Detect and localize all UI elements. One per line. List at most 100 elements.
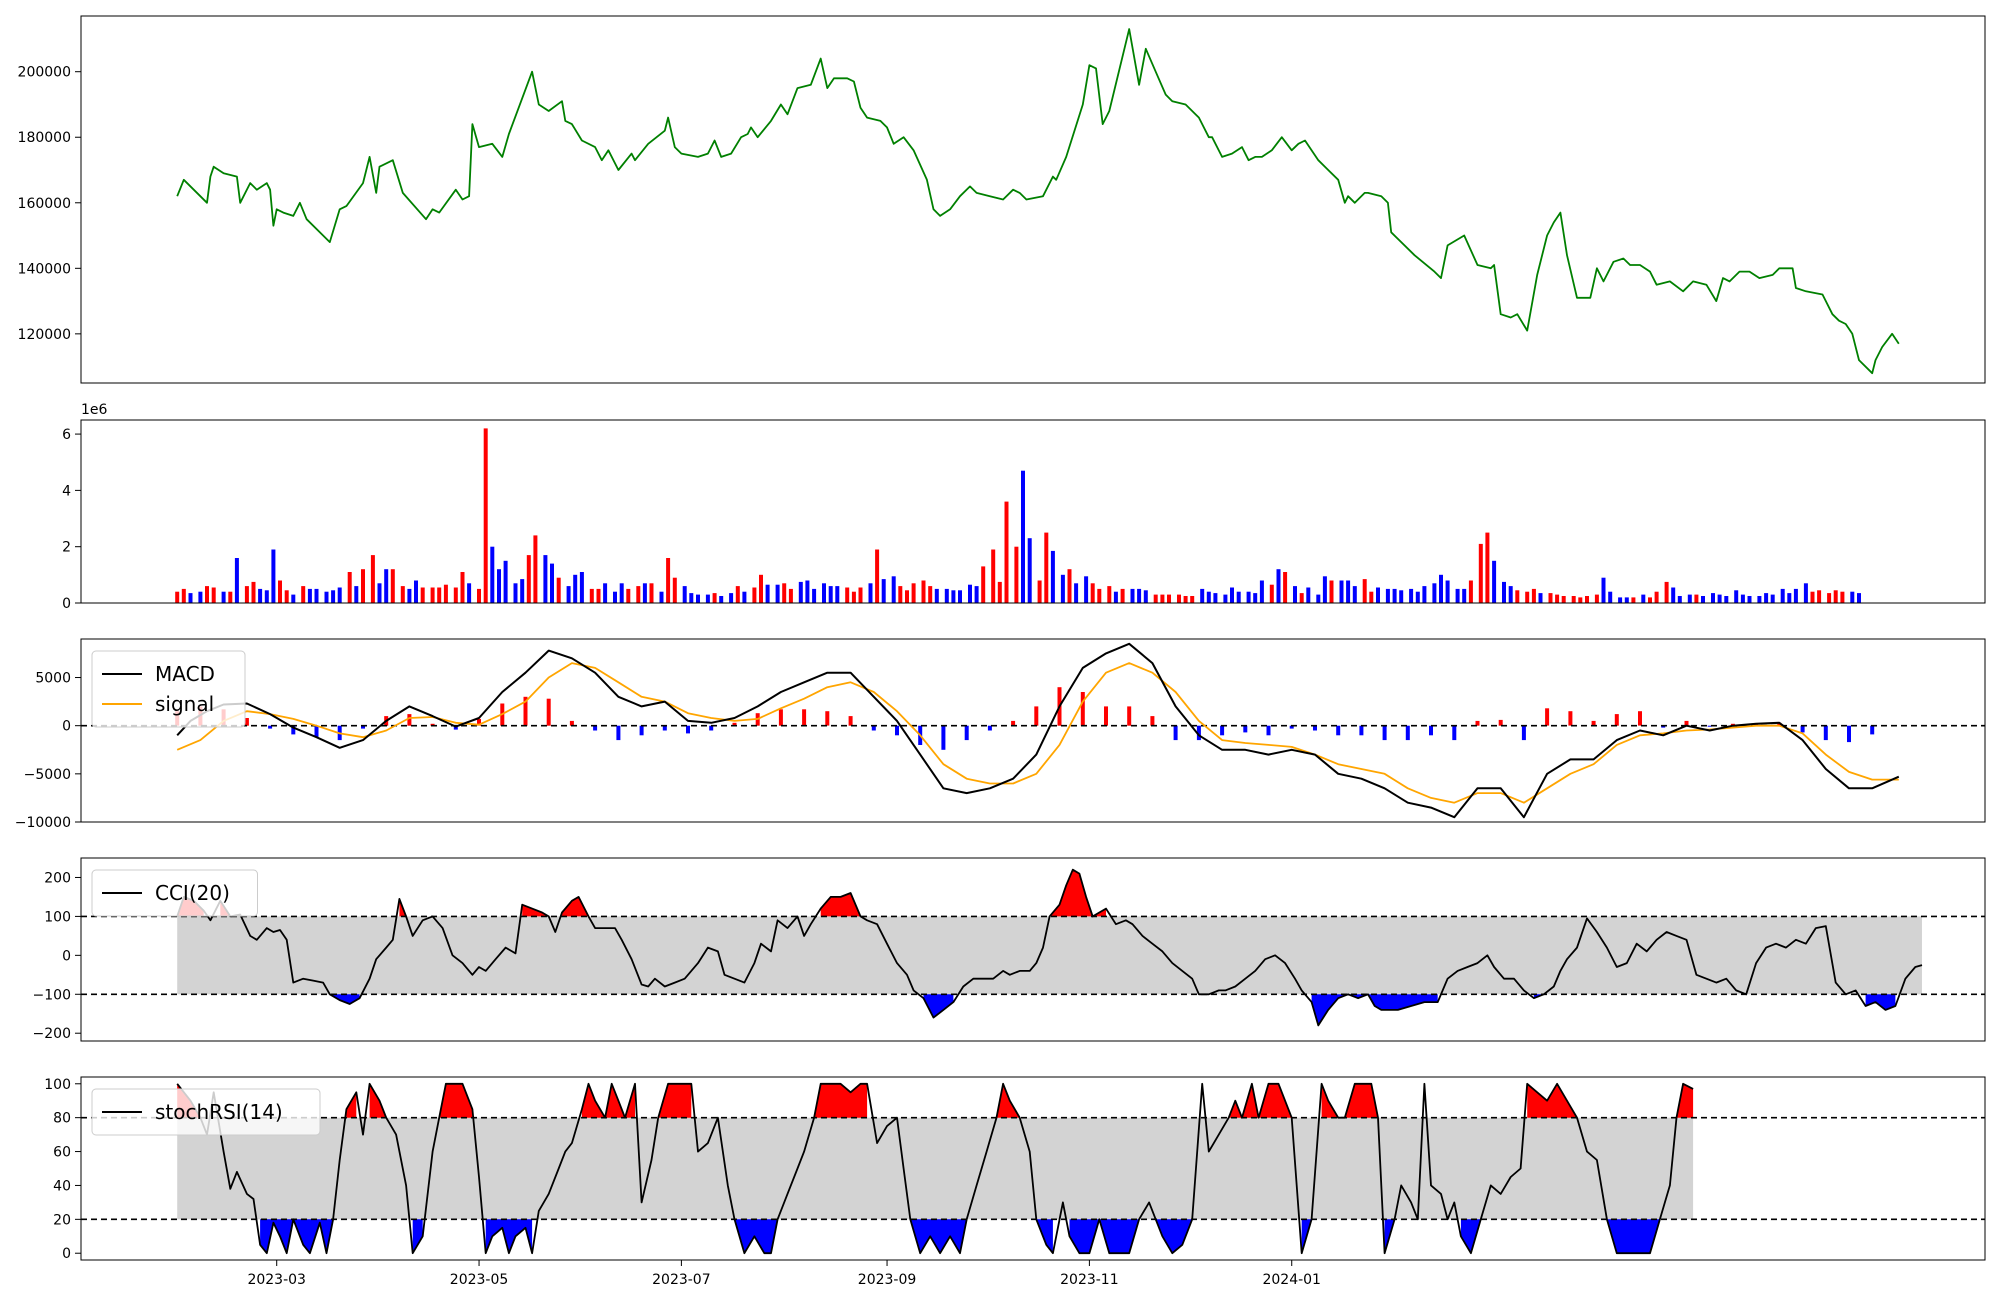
volume-bar [556, 577, 561, 603]
cci-ytick-label: −200 [33, 1026, 71, 1042]
macd-histogram-bar [1080, 692, 1085, 726]
volume-bar [835, 586, 840, 603]
volume-bar [1764, 593, 1769, 603]
volume-bar [1346, 580, 1351, 603]
volume-bar [1004, 501, 1009, 603]
volume-bar [1306, 587, 1311, 603]
macd-histogram-bar [314, 725, 319, 738]
volume-bar [1717, 594, 1722, 603]
volume-bar [301, 586, 306, 603]
volume-bar [1502, 581, 1506, 603]
volume-bar [1090, 583, 1095, 603]
volume-bar [1687, 594, 1692, 603]
macd-histogram-bar [1405, 725, 1410, 741]
volume-bar [1445, 580, 1450, 603]
volume-bar [1734, 590, 1739, 603]
macd-histogram-bar [1313, 725, 1317, 731]
stochrsi-overbought-fill [1676, 1083, 1694, 1118]
cci-legend-box [91, 869, 258, 917]
volume-bar [1376, 587, 1380, 603]
macd-histogram-bar [1498, 719, 1503, 726]
stochrsi-oversold-fill [260, 1219, 334, 1254]
volume-bar [1230, 587, 1234, 603]
cci-ytick-label: 200 [44, 870, 71, 886]
macd-histogram-bar [1289, 725, 1294, 729]
volume-bar [550, 563, 554, 603]
volume-bar [1120, 588, 1125, 603]
stochrsi-oversold-fill [734, 1219, 778, 1254]
volume-bar [1555, 594, 1560, 603]
macd-histogram-bar [593, 725, 598, 731]
volume-bar [324, 591, 329, 603]
volume-bar [805, 580, 810, 603]
volume-bar [1561, 596, 1566, 603]
macd-ytick-label: −5000 [24, 767, 71, 783]
volume-bar [997, 581, 1002, 603]
volume-bar [443, 584, 448, 603]
volume-bar [1097, 588, 1102, 603]
macd-histogram-bar [1545, 708, 1550, 726]
volume-bar [626, 588, 631, 603]
volume-bar [483, 428, 488, 603]
volume-bar [735, 586, 740, 603]
volume-bar [361, 569, 365, 603]
macd-histogram-bar [895, 725, 899, 736]
volume-bar [1293, 586, 1297, 603]
macd-histogram-bar [1614, 714, 1619, 726]
volume-bar [430, 587, 435, 603]
volume-bar [234, 558, 239, 603]
x-tick-label: 2023-07 [652, 1272, 711, 1288]
volume-bar [666, 558, 671, 603]
volume-bar [1283, 572, 1288, 603]
volume-ytick-label: 6 [62, 427, 71, 443]
volume-bar [188, 593, 193, 603]
cci-oversold-fill [1865, 994, 1896, 1010]
volume-bar [1014, 546, 1019, 603]
volume-bar [477, 588, 481, 603]
volume-bar [1701, 596, 1705, 603]
volume-bar [354, 586, 359, 603]
volume-bar [1060, 574, 1065, 603]
stochrsi-neutral-band [177, 1117, 1694, 1220]
volume-bar [198, 591, 203, 603]
volume-bar [705, 594, 710, 603]
volume-bar [407, 588, 412, 603]
volume-bar [1259, 580, 1264, 603]
volume-bar [228, 591, 233, 603]
volume-bar [898, 586, 903, 603]
volume-bar [503, 560, 508, 603]
volume-bar [1167, 594, 1171, 603]
macd-histogram-bar [1127, 706, 1132, 726]
volume-bar [1571, 596, 1576, 603]
x-tick-label: 2024-01 [1262, 1272, 1321, 1288]
macd-histogram-bar [825, 711, 830, 726]
volume-bar [696, 594, 700, 603]
stochrsi-legend-label: stochRSI(14) [155, 1100, 283, 1124]
volume-bar [1780, 588, 1785, 603]
volume-bar [520, 579, 525, 603]
volume-bar [1857, 593, 1861, 603]
volume-bar [1107, 586, 1112, 603]
cci-legend-label: CCI(20) [155, 881, 230, 905]
stochrsi-overbought-fill [346, 1092, 357, 1118]
stochrsi-overbought-fill [1527, 1083, 1577, 1118]
x-tick-label: 2023-03 [247, 1272, 306, 1288]
volume-bar [1021, 470, 1025, 603]
volume-bar [613, 591, 617, 603]
volume-bar [513, 583, 518, 603]
volume-bar [1601, 577, 1606, 603]
volume-bar [1130, 588, 1135, 603]
volume-bar [1339, 580, 1344, 603]
stochrsi-oversold-fill [412, 1219, 423, 1254]
macd-histogram-bar [1707, 725, 1712, 727]
volume-bar [765, 584, 770, 603]
volume-bar [1803, 583, 1808, 603]
volume-bar [1793, 588, 1798, 603]
price-line [176, 28, 1900, 375]
macd-histogram-bar [778, 709, 783, 726]
volume-bar [377, 583, 382, 603]
x-tick-label: 2023-09 [858, 1272, 917, 1288]
volume-bar [905, 590, 909, 603]
macd-histogram-bar [1452, 725, 1457, 741]
volume-bar [1137, 588, 1142, 603]
